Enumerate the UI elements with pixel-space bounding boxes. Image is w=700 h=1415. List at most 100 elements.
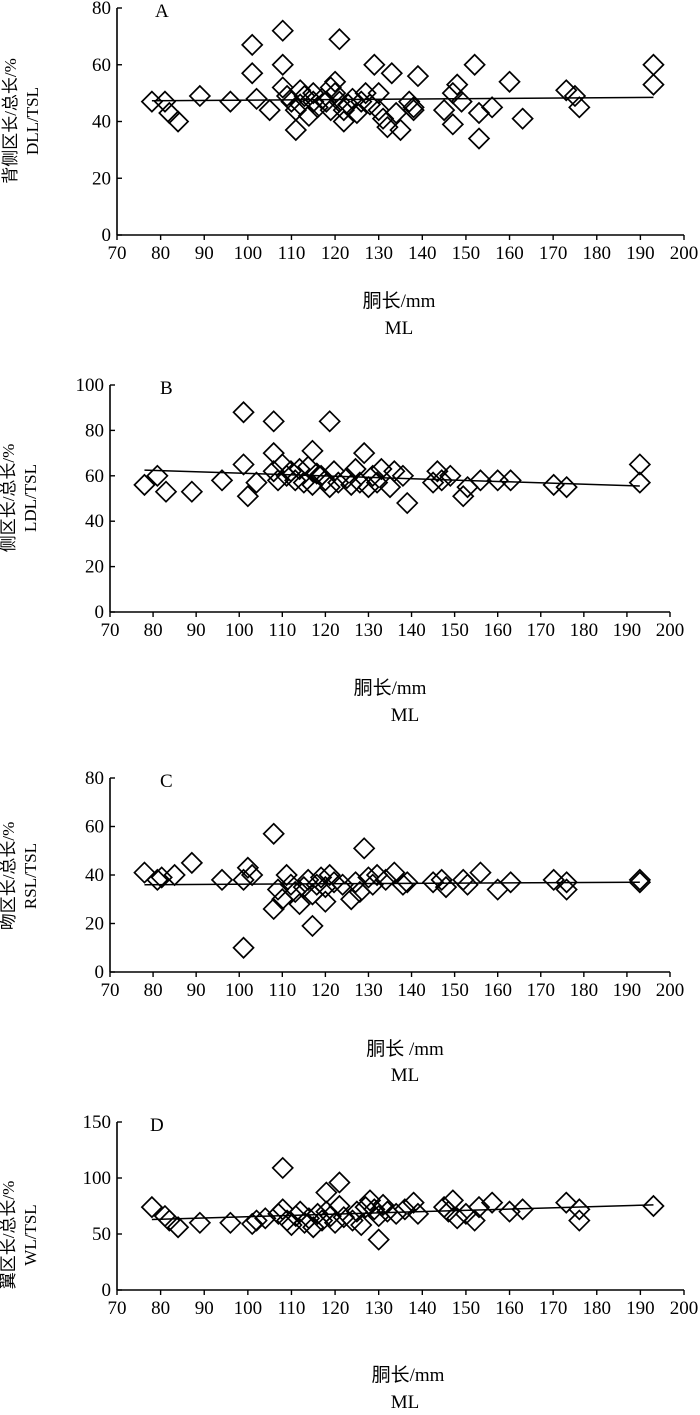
panel-a-data-point: [323, 81, 347, 105]
panel-d-data-point: [363, 1198, 386, 1221]
panel-c-data-point: [284, 880, 307, 904]
panel-b-data-point: [370, 457, 393, 481]
panel-b-data-point: [271, 453, 294, 476]
panel-d-ylabel-en: WL/TSL: [21, 1204, 40, 1265]
panel-b-x-tick-label: 90: [187, 620, 206, 641]
panel-a-xlabel-cn: 胴长/mm: [363, 290, 436, 312]
panel-a-y-tick-label: 60: [92, 55, 111, 76]
panel-b-data-point: [344, 457, 367, 481]
panel-a-data-point: [241, 62, 264, 85]
panel-c-data-point: [357, 866, 380, 889]
panel-b-x-tick-label: 200: [656, 620, 685, 641]
panel-d-data-point: [467, 1195, 491, 1219]
panel-c-data-point: [396, 871, 419, 894]
panel-b-data-point: [335, 466, 359, 490]
panel-d-data-point: [219, 1211, 242, 1235]
panel-b-data-point: [365, 471, 389, 494]
panel-b-data-point: [245, 471, 268, 494]
panel-a-data-point: [306, 96, 329, 119]
panel-c-y-tick-label: 40: [85, 865, 104, 886]
panel-c-data-point: [430, 868, 453, 892]
panel-a-data-point: [245, 87, 268, 111]
panel-d-data-point: [254, 1207, 277, 1230]
panel-c-y-tick-label: 80: [85, 768, 104, 789]
panel-a-x-tick-label: 180: [583, 243, 612, 264]
panel-a-data-point: [642, 73, 665, 96]
panel-a-data-point: [441, 113, 465, 136]
panel-b-ylabel-en: LDL/TSL: [21, 464, 40, 532]
panel-b-data-point: [154, 480, 178, 503]
panel-c-data-point: [628, 871, 652, 894]
panel-c-x-tick-label: 120: [311, 980, 340, 1001]
panel-d-x-tick-label: 100: [234, 1298, 263, 1319]
panel-b-data-point: [439, 464, 462, 488]
panel-a-data-point: [402, 96, 425, 119]
panel-c-data-point: [421, 871, 445, 894]
panel-d-data-point: [350, 1213, 373, 1237]
panel-d-data-point: [288, 1200, 312, 1223]
panel-c-data-point: [322, 871, 346, 894]
panel-d-data-point: [354, 1195, 377, 1219]
panel-c-data-point: [344, 871, 367, 894]
panel-c-data-point: [628, 868, 652, 892]
panel-b-data-point: [262, 460, 285, 483]
panel-d-x-tick-label: 110: [278, 1298, 306, 1319]
panel-d-data-point: [140, 1195, 164, 1219]
panel-c-ylabel-cn: 吻区长/总长/%: [0, 822, 18, 931]
panel-d-xlabel-en: ML: [391, 1392, 420, 1413]
panel-c-data-point: [314, 890, 337, 913]
panel-c-data-point: [236, 856, 260, 879]
panel-a-ylabel-cn: 背侧区长/总长/%: [1, 58, 20, 184]
panel-c-x-tick-label: 100: [225, 980, 254, 1001]
panel-d-x-tick-label: 190: [626, 1298, 655, 1319]
panel-b-y-tick-label: 60: [85, 466, 104, 487]
panel-b-x-tick-label: 150: [440, 620, 469, 641]
panel-d-y-tick-label: 150: [83, 1112, 112, 1133]
panel-b-y-tick-label: 80: [85, 420, 104, 441]
panel-d-y-tick-label: 0: [102, 1280, 112, 1301]
panel-b-data-point: [469, 469, 492, 492]
panel-c-x-tick-label: 90: [187, 980, 206, 1001]
panel-b-data-point: [318, 475, 341, 499]
panel-c-data-point: [275, 863, 298, 887]
panel-c-data-point: [279, 873, 303, 896]
panel-d-x-tick-label: 140: [408, 1298, 437, 1319]
panel-c-data-point: [434, 875, 458, 899]
panel-d-y-tick-label: 100: [83, 1168, 112, 1189]
panel-a-data-point: [284, 118, 308, 142]
panel-a-data-point: [467, 101, 491, 125]
panel-a-data-point: [450, 90, 473, 113]
panel-a-data-point: [341, 87, 364, 111]
panel-d-data-point: [406, 1202, 430, 1226]
panel-a: A 胴长/mm ML 背侧区长/总长/% DLL/TSL 0 20 40 60 80 70…: [1, 0, 698, 339]
panel-a-x-tick-label: 170: [539, 243, 568, 264]
panel-a-x-tick-label: 110: [278, 243, 306, 264]
panel-d-data-point: [302, 1216, 325, 1239]
panel-c-data-point: [309, 866, 333, 889]
panel-c-x-tick-label: 170: [527, 980, 556, 1001]
panel-a-x-tick-label: 200: [670, 243, 699, 264]
panel-d-x-tick-label: 120: [321, 1298, 350, 1319]
panel-c-data-point: [352, 837, 376, 860]
panel-b-data-point: [361, 464, 384, 488]
panel-d-data-point: [441, 1189, 465, 1212]
panel-b-data-point: [396, 491, 419, 515]
panel-d-data-point: [463, 1209, 486, 1232]
panel-d-data-point: [158, 1209, 181, 1232]
panel-b-data-point: [426, 460, 449, 483]
panel-a-x-tick-label: 80: [151, 243, 170, 264]
panel-a-data-point: [467, 127, 491, 150]
panel-b-plot: 0 20 40 60 80 100 70 80 90 100 110 120 130 140 150 160 1…: [76, 375, 685, 641]
panel-b-data-point: [296, 455, 320, 478]
panel-a-data-point: [563, 84, 587, 108]
panel-a-data-point: [498, 70, 521, 93]
panel-b-x-tick-label: 140: [397, 620, 426, 641]
panel-a-data-point: [376, 115, 399, 139]
panel-c-data-point: [374, 868, 397, 892]
panel-b-data-point: [133, 473, 156, 497]
panel-d-data-point: [555, 1191, 578, 1214]
panel-b-data-point: [301, 439, 324, 463]
panel-c-data-point: [555, 871, 578, 894]
panel-b-x-tick-label: 160: [483, 620, 512, 641]
